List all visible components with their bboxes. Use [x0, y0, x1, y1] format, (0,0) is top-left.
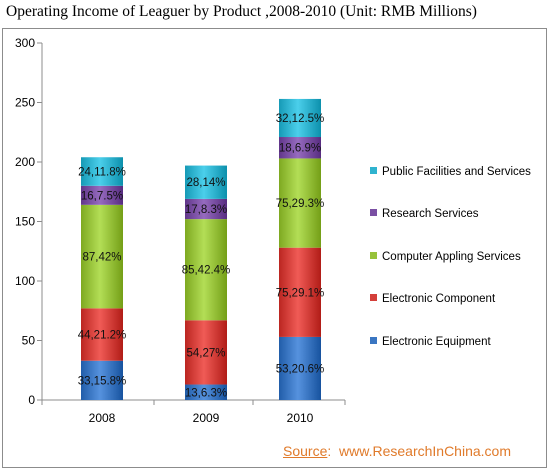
- source-credit[interactable]: Source: www.ResearchInChina.com: [283, 443, 511, 459]
- data-label: 18,6.9%: [279, 143, 321, 155]
- legend-label: Public Facilities and Services: [382, 166, 531, 178]
- data-label: 13,6.3%: [185, 387, 227, 399]
- data-label: 16,7.5%: [81, 190, 123, 202]
- y-tick-label: 300: [15, 36, 35, 50]
- bar-segment: [81, 360, 123, 400]
- legend-label: Electronic Equipment: [382, 336, 491, 348]
- data-label: 87,42%: [82, 252, 121, 264]
- data-label: 75,29.1%: [276, 287, 325, 299]
- y-tick-label: 150: [15, 215, 35, 229]
- x-tick-label: 2008: [89, 411, 116, 425]
- x-tick-label: 2009: [193, 411, 220, 425]
- bar-segment: [81, 157, 123, 186]
- bar-segment: [81, 308, 123, 361]
- data-label: 85,42.4%: [182, 265, 231, 277]
- bar-segment: [279, 137, 321, 159]
- data-label: 75,29.3%: [276, 198, 325, 210]
- data-label: 24,11.8%: [78, 167, 126, 179]
- bar-segment: [279, 247, 321, 337]
- bar-segment: [185, 165, 227, 199]
- data-label: 17,8.3%: [185, 204, 227, 216]
- x-tick-label: 2010: [287, 411, 314, 425]
- bar-segment: [279, 98, 321, 138]
- source-label: Source: [283, 443, 328, 459]
- y-tick-label: 200: [15, 155, 35, 169]
- data-label: 44,21.2%: [78, 330, 127, 342]
- legend-swatch: [370, 294, 377, 301]
- data-label: 28,14%: [186, 177, 225, 189]
- legend-swatch: [370, 337, 377, 344]
- source-site[interactable]: www.ResearchInChina.com: [339, 443, 511, 459]
- legend-swatch: [370, 209, 377, 216]
- y-tick-label: 250: [15, 96, 35, 110]
- bar-segment: [185, 320, 227, 385]
- bar-segment: [81, 204, 123, 309]
- bar-segment: [279, 336, 321, 400]
- data-label: 53,20.6%: [276, 363, 325, 375]
- y-tick-label: 100: [15, 274, 35, 288]
- data-label: 32,12.5%: [276, 113, 325, 125]
- chart-title: Operating Income of Leaguer by Product ,…: [6, 3, 477, 20]
- bar-segment: [81, 185, 123, 205]
- legend-label: Computer Appling Services: [382, 251, 521, 263]
- legend-swatch: [370, 252, 377, 259]
- source-separator: :: [327, 443, 332, 459]
- data-label: 54,27%: [186, 347, 225, 359]
- bar-segment: [185, 198, 227, 220]
- y-tick-label: 50: [22, 334, 36, 348]
- legend-label: Research Services: [382, 208, 479, 220]
- y-tick-label: 0: [28, 393, 35, 407]
- legend-label: Electronic Component: [382, 293, 496, 305]
- data-label: 33,15.8%: [78, 375, 127, 387]
- bar-segment: [185, 219, 227, 321]
- bar-segment: [185, 384, 227, 400]
- bar-segment: [279, 158, 321, 248]
- legend-swatch: [370, 167, 377, 174]
